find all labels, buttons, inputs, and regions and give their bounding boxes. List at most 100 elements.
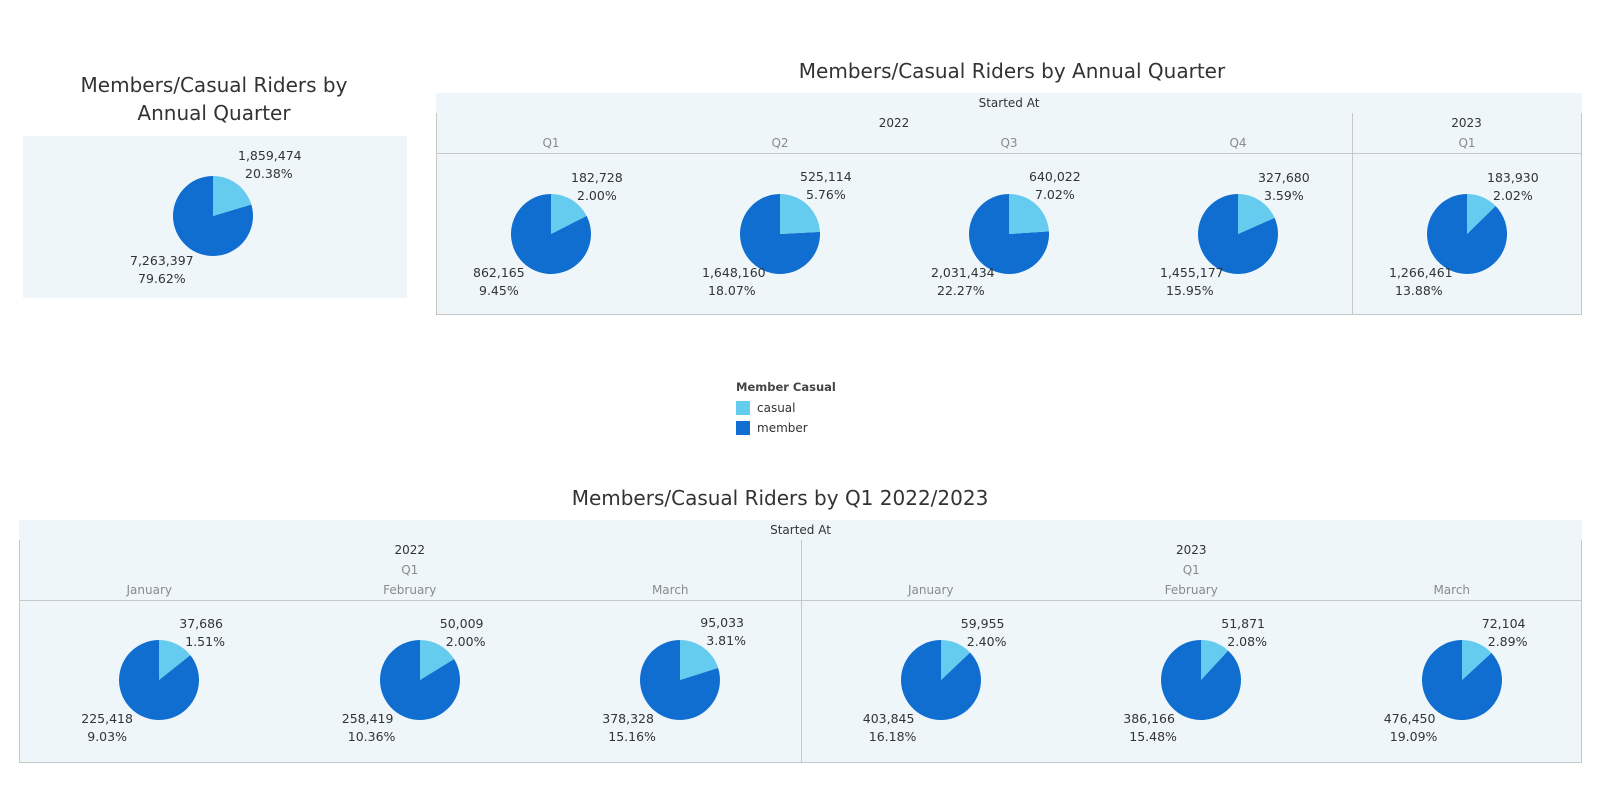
chart3-2023-February-slice-casual[interactable] [1201, 640, 1229, 680]
chart3-2022-January-casual-percent: 1.51% [185, 634, 225, 649]
chart3-2022-March-casual-percent: 3.81% [706, 633, 746, 648]
chart1-slice-member[interactable] [173, 176, 253, 256]
chart2-2022-Q4-casual-value: 327,680 [1258, 170, 1310, 185]
chart2-2023-Q1-member-percent: 13.88% [1395, 283, 1443, 298]
chart2-2022-Q1-casual-value: 182,728 [571, 170, 623, 185]
chart2-2022-Q1-slice-casual[interactable] [551, 194, 587, 234]
chart3-col-2022-March: March [651, 583, 689, 597]
chart3-2023-January-pie [900, 640, 981, 720]
legend-label-member: member [757, 421, 808, 435]
chart2-column-header: Started At [978, 96, 1040, 110]
chart2-left-border [436, 113, 437, 315]
chart3-2023-March-member-percent: 19.09% [1389, 729, 1438, 744]
chart3-2022-February-pie [379, 640, 460, 720]
chart3-left-border [19, 540, 20, 763]
chart3-2022-January-slice-casual[interactable] [159, 640, 191, 680]
legend-item-member[interactable]: member [736, 418, 836, 438]
chart3-col-2022-February: February [383, 583, 437, 597]
chart2-2022-Q1-pie [511, 194, 591, 274]
chart2-2023-Q1-member-value: 1,266,461 [1389, 265, 1453, 280]
chart3-2022-February-casual-value: 50,009 [439, 616, 484, 631]
chart3-2022-February-slice-casual[interactable] [419, 640, 454, 680]
chart3-2023-January-slice-casual[interactable] [940, 640, 970, 680]
chart3-2022-January-casual-value: 37,686 [179, 616, 223, 631]
chart2-bottom-rule [436, 314, 1582, 315]
chart3-2022-February-member-value: 258,419 [341, 711, 394, 726]
chart3-2022-March-member-percent: 15.16% [608, 729, 656, 744]
chart2-2022-Q2-pie [740, 194, 820, 274]
legend-item-casual[interactable]: casual [736, 398, 836, 418]
chart2-2023-Q1-casual-value: 183,930 [1487, 170, 1539, 185]
chart1-slice-casual[interactable] [213, 176, 252, 216]
chart3-2023-February-casual-value: 51,871 [1221, 616, 1265, 631]
chart3-2023-January-casual-value: 59,955 [960, 616, 1005, 631]
legend-label-casual: casual [757, 401, 796, 415]
chart3-2023-January-member-percent: 16.18% [868, 729, 917, 744]
chart3-2023-March-slice-casual[interactable] [1461, 640, 1492, 680]
chart2-2022-Q1-member-percent: 9.45% [479, 283, 519, 298]
chart3-2022-February-member-percent: 10.36% [347, 729, 396, 744]
chart3-title: Members/Casual Riders by Q1 2022/2023 [571, 486, 989, 510]
chart2-2022-Q2-casual-value: 525,114 [800, 169, 852, 184]
chart3-col-2023-February: February [1164, 583, 1218, 597]
chart2-2023-Q1-casual-percent: 2.02% [1493, 188, 1533, 203]
chart2-2022-Q1-member-value: 862,165 [473, 265, 525, 280]
chart2-2022-Q2-casual-percent: 5.76% [806, 187, 846, 202]
chart3-column-header: Started At [770, 523, 831, 537]
chart3-bottom-rule [19, 762, 1582, 763]
chart3-quarter-2022: Q1 [401, 563, 419, 577]
chart1-member-value: 7,263,397 [130, 253, 194, 268]
chart3-2022-February-casual-percent: 2.00% [445, 634, 486, 649]
legend-swatch-casual [736, 401, 750, 415]
chart2-2022-Q3-pie [969, 194, 1049, 274]
chart2-2022-Q1-casual-percent: 2.00% [577, 188, 617, 203]
legend-title: Member Casual [736, 380, 836, 394]
chart1-casual-percent: 20.38% [245, 166, 293, 181]
legend-swatch-member [736, 421, 750, 435]
chart3-2022-March-slice-casual[interactable] [680, 640, 719, 680]
chart3-col-2022-January: January [126, 583, 173, 597]
chart2-2022-Q3-member-value: 2,031,434 [931, 265, 995, 280]
chart3-2022-January-member-percent: 9.03% [87, 729, 127, 744]
chart2-title: Members/Casual Riders by Annual Quarter [798, 59, 1226, 83]
chart3-year-2023: 2023 [1175, 543, 1207, 557]
chart2-2022-Q2-slice-casual[interactable] [780, 194, 820, 234]
chart3-2022-March-member-value: 378,328 [602, 711, 654, 726]
chart3-year-2022: 2022 [394, 543, 426, 557]
legend: Member Casual casual member [736, 380, 836, 438]
chart3-quarter-2023: Q1 [1182, 563, 1200, 577]
chart2-col-2022-Q2: Q2 [771, 136, 789, 150]
chart1-casual-value: 1,859,474 [238, 148, 302, 163]
chart3-2022-January-pie [119, 640, 200, 720]
chart3-2023-February-casual-percent: 2.08% [1227, 634, 1267, 649]
chart2-year-2022: 2022 [878, 116, 910, 130]
chart3-2022-January-member-value: 225,418 [81, 711, 133, 726]
chart2-2022-Q4-casual-percent: 3.59% [1264, 188, 1304, 203]
chart3-2023-February-member-value: 386,166 [1123, 711, 1175, 726]
chart2-2023-Q1-slice-casual[interactable] [1467, 194, 1496, 234]
chart2-2022-Q4-member-value: 1,455,177 [1160, 265, 1224, 280]
chart2-2022-Q4-member-percent: 15.95% [1166, 283, 1214, 298]
chart2-2022-Q3-member-percent: 22.27% [937, 283, 985, 298]
chart2-header-rule [436, 153, 1582, 154]
chart2-2022-Q4-slice-casual[interactable] [1238, 194, 1275, 234]
chart3-right-border [1581, 540, 1582, 763]
chart1-member-percent: 79.62% [138, 271, 186, 286]
chart2-2022-Q3-slice-casual[interactable] [1009, 194, 1049, 234]
chart1-pie [173, 176, 253, 256]
chart2-2022-Q3-casual-percent: 7.02% [1035, 187, 1075, 202]
chart2-2023-Q1-pie [1427, 194, 1507, 274]
chart3-2022-March-pie [640, 640, 721, 720]
chart2-2022-Q2-member-value: 1,648,160 [702, 265, 766, 280]
chart3-2023-January-casual-percent: 2.40% [966, 634, 1007, 649]
chart2-2022-Q2-member-percent: 18.07% [708, 283, 756, 298]
chart3-year-divider [800, 540, 802, 763]
chart2-2022-Q4-pie [1198, 194, 1278, 274]
chart2-col-2022-Q3: Q3 [1000, 136, 1018, 150]
chart3-2023-March-casual-value: 72,104 [1481, 616, 1526, 631]
chart3-header-rule [19, 600, 1582, 601]
chart3-col-2023-March: March [1433, 583, 1471, 597]
chart3-2023-March-pie [1421, 640, 1502, 720]
chart2-col-2022-Q4: Q4 [1229, 136, 1247, 150]
chart2-year-2023: 2023 [1451, 116, 1482, 130]
